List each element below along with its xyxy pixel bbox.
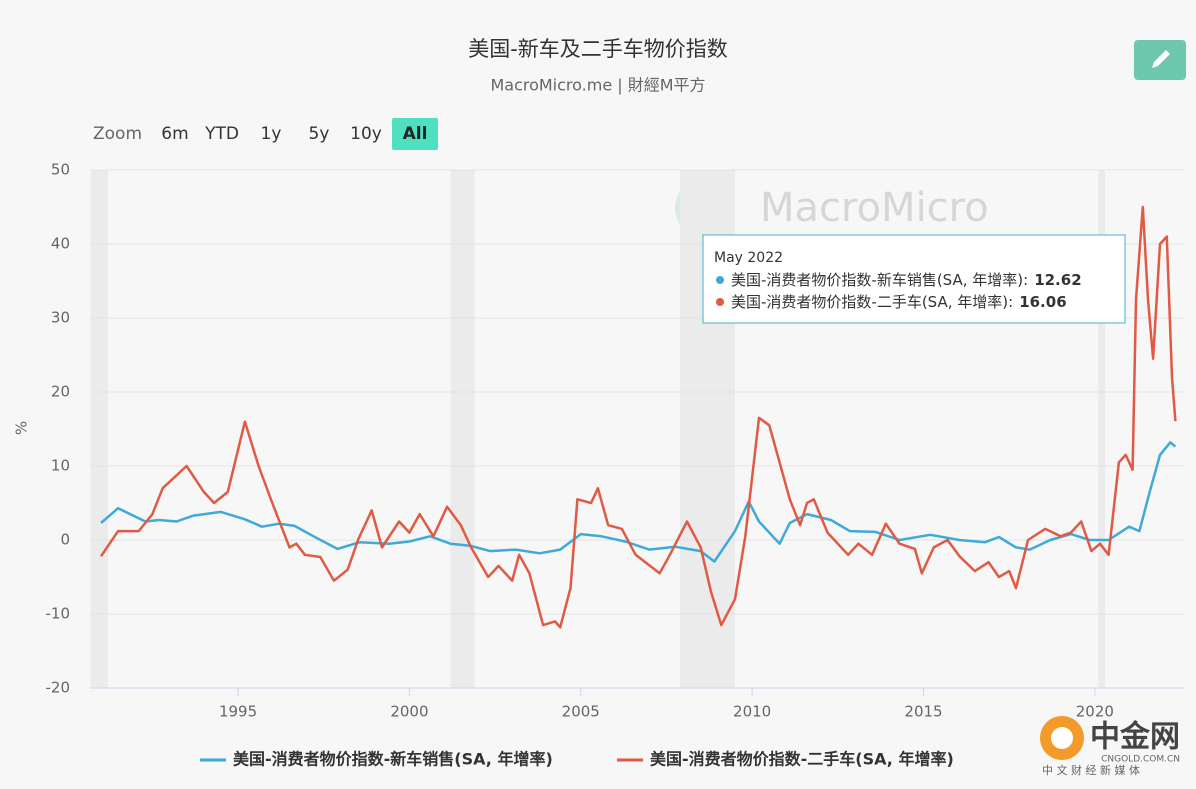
tooltip-value: 12.62 [1034,271,1081,289]
tooltip-date: May 2022 [714,250,783,266]
legend-label[interactable]: 美国-消费者物价指数-新车销售(SA, 年增率) [233,750,553,769]
zoom-button[interactable]: 5y [309,124,330,144]
shaded-period [450,170,475,688]
tooltip-dot [716,298,724,306]
series-line [99,205,1177,629]
logo-site: CNGOLD.COM.CN [1101,755,1180,765]
y-tick-label: 20 [51,383,70,401]
y-tick-label: 10 [51,457,70,475]
edit-button[interactable] [1134,40,1186,80]
zoom-button-bg[interactable] [392,118,438,150]
y-tick-label: 0 [60,531,70,549]
y-tick-label: 30 [51,309,70,327]
shaded-period [90,170,108,688]
tooltip-dot [716,276,724,284]
watermark-text: MacroMicro [760,185,989,231]
logo-icon-inner [1051,727,1073,749]
tooltip-box [702,234,1126,324]
tooltip-item: 美国-消费者物价指数-新车销售(SA, 年增率): 12.62 [731,271,1082,289]
tooltip-value: 16.06 [1019,293,1066,311]
logo-tagline: 中 文 财 经 新 媒 体 [1042,763,1140,777]
x-tick-label: 2010 [733,703,771,721]
tooltip-item: 美国-消费者物价指数-二手车(SA, 年增率): 16.06 [731,293,1067,311]
pencil-icon [1152,50,1170,68]
y-tick-label: 50 [51,161,70,179]
zoom-label: Zoom [93,124,142,144]
zoom-buttons: 6m YTD 1y 5y 10y All [161,118,438,150]
legend: 美国-消费者物价指数-新车销售(SA, 年增率) 美国-消费者物价指数-二手车(S… [200,750,954,769]
x-tick-label: 1995 [219,703,257,721]
x-tick-label: 2005 [562,703,600,721]
branding: 中金网 中 文 财 经 新 媒 体 CNGOLD.COM.CN [1040,716,1180,777]
series-line [100,441,1177,563]
logo-text: 中金网 [1090,720,1180,755]
zoom-button[interactable]: 1y [261,124,282,144]
zoom-button[interactable]: YTD [204,124,239,144]
chart-title: 美国-新车及二手车物价指数 [468,37,728,61]
y-tick-label: -20 [46,679,71,697]
x-tick-label: 2000 [390,703,428,721]
tooltip-label: 美国-消费者物价指数-新车销售(SA, 年增率): [731,271,1028,289]
zoom-button[interactable]: 6m [161,124,188,144]
shaded-period [1098,170,1106,688]
x-tick-label: 2015 [904,703,942,721]
chart-subtitle: MacroMicro.me | 財經M平方 [490,76,705,95]
x-tick-label: 2020 [1076,703,1114,721]
y-tick-label: 40 [51,235,70,253]
zoom-button[interactable]: All [403,124,428,144]
legend-label[interactable]: 美国-消费者物价指数-二手车(SA, 年增率) [650,750,954,769]
y-tick-label: -10 [46,605,71,623]
zoom-button[interactable]: 10y [350,124,382,144]
tooltip: May 2022 美国-消费者物价指数-新车销售(SA, 年增率): 12.62美… [702,234,1126,324]
tooltip-label: 美国-消费者物价指数-二手车(SA, 年增率): [731,293,1013,311]
y-axis-label: % [13,421,31,435]
